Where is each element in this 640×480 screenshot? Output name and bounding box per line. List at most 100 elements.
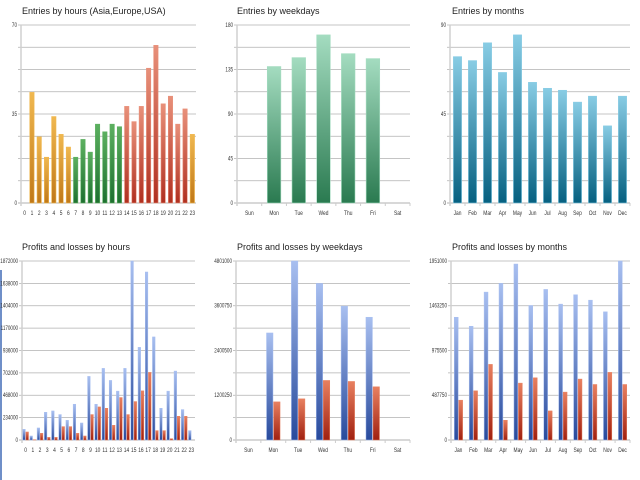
y-tick-label: 1404000 — [0, 303, 18, 310]
x-tick-label: Jun — [529, 447, 537, 454]
x-tick-label: Apr — [499, 447, 507, 454]
y-tick-label: 90 — [228, 111, 233, 118]
loss-bar-19 — [162, 430, 166, 441]
loss-bar-7 — [76, 433, 80, 441]
x-tick-label: 18 — [153, 447, 158, 454]
profit-bar-Apr — [498, 283, 504, 441]
x-tick-label: 11 — [102, 210, 107, 217]
bar-4 — [51, 116, 57, 204]
x-tick-label: 23 — [189, 447, 194, 454]
y-tick-label: 936000 — [3, 348, 18, 355]
y-tick-label: 0 — [443, 200, 446, 207]
loss-bar-Nov — [607, 372, 613, 441]
x-tick-label: Tue — [294, 447, 302, 454]
y-tick-label: 1638000 — [0, 281, 18, 288]
loss-bar-Wed — [323, 380, 331, 441]
bar-9 — [87, 151, 93, 204]
bar-22 — [182, 108, 188, 204]
profit-bar-13 — [116, 390, 120, 441]
x-tick-label: Mon — [269, 447, 278, 454]
x-tick-label: Sat — [394, 447, 402, 454]
loss-bar-20 — [169, 438, 173, 441]
x-tick-label: 2 — [39, 447, 42, 454]
x-tick-label: 5 — [60, 447, 63, 454]
loss-bar-Mon — [273, 401, 281, 441]
x-tick-label: 8 — [82, 210, 85, 217]
y-tick-label: 45 — [441, 111, 446, 118]
x-tick-label: Sat — [394, 210, 402, 217]
x-tick-label: 4 — [53, 447, 56, 454]
x-tick-label: 7 — [75, 447, 78, 454]
bar-Jul — [543, 87, 552, 204]
x-tick-label: Sep — [573, 447, 582, 454]
profit-bar-Wed — [315, 283, 323, 441]
profit-bar-4 — [51, 410, 55, 441]
loss-bar-13 — [119, 397, 123, 441]
x-tick-label: 12 — [109, 210, 114, 217]
bar-Dec — [618, 95, 627, 204]
profit-bar-Fri — [365, 316, 373, 441]
y-tick-label: 70 — [12, 22, 17, 29]
bar-Wed — [316, 34, 331, 204]
x-tick-label: 20 — [167, 447, 172, 454]
x-tick-label: 7 — [74, 210, 77, 217]
bar-20 — [167, 95, 173, 204]
bar-15 — [131, 121, 137, 204]
x-tick-label: Jan — [454, 210, 462, 217]
bar-Sep — [573, 101, 582, 204]
x-tick-label: Feb — [468, 210, 476, 217]
bar-7 — [73, 156, 79, 204]
bar-19 — [160, 103, 166, 204]
profit-bar-21 — [173, 370, 177, 441]
x-tick-label: Mar — [484, 447, 492, 454]
profit-bar-12 — [108, 380, 113, 441]
loss-bar-Jan — [458, 399, 463, 441]
y-tick-label: 1951000 — [429, 258, 447, 265]
bar-Tue — [291, 57, 306, 204]
loss-bar-15 — [133, 401, 137, 441]
y-tick-label: 180 — [225, 22, 233, 29]
profit-bar-8 — [80, 422, 84, 441]
bar-6 — [65, 146, 71, 204]
y-tick-label: 3600750 — [214, 303, 232, 310]
bar-Mar — [483, 42, 492, 204]
profit-bar-Sep — [573, 294, 578, 441]
profit-bar-Jun — [528, 305, 533, 441]
x-tick-label: Apr — [499, 210, 507, 217]
profit-bar-Jan — [454, 316, 459, 441]
profit-bar-23 — [188, 430, 192, 441]
y-tick-label: 1463250 — [429, 303, 447, 310]
x-tick-label: Jul — [544, 210, 550, 217]
loss-bar-6 — [68, 426, 72, 441]
chart-1: Entries by hours (Asia,Europe,USA)035700… — [12, 6, 196, 217]
loss-bar-4 — [54, 437, 58, 441]
profit-bar-9 — [87, 376, 91, 441]
loss-bar-14 — [126, 414, 130, 441]
x-tick-label: 9 — [89, 447, 92, 454]
x-tick-label: 11 — [102, 447, 107, 454]
y-tick-label: 1200250 — [214, 393, 232, 400]
bar-10 — [95, 123, 101, 204]
y-tick-label: 135 — [225, 67, 233, 74]
bar-Mon — [266, 66, 282, 204]
x-tick-label: 6 — [67, 447, 70, 454]
x-tick-label: 5 — [60, 210, 63, 217]
x-tick-label: Thu — [344, 210, 352, 217]
x-tick-label: Wed — [319, 210, 329, 217]
loss-bar-Aug — [562, 391, 568, 441]
chart-6: Profits and losses by months 0 487750 97550… — [429, 242, 631, 454]
loss-bar-Fri — [372, 386, 380, 441]
profit-bar-Aug — [558, 303, 563, 441]
bar-16 — [138, 106, 144, 204]
loss-bar-5 — [61, 426, 65, 441]
chart-title: Entries by months — [452, 6, 525, 16]
profit-bar-11 — [101, 368, 105, 441]
chart-title: Entries by weekdays — [237, 6, 320, 16]
profit-bar-1 — [29, 435, 33, 441]
profit-bar-Thu — [340, 305, 348, 441]
x-tick-label: 15 — [131, 447, 136, 454]
x-tick-label: 21 — [174, 447, 179, 454]
profit-bar-0 — [22, 429, 26, 441]
x-tick-label: 22 — [182, 210, 187, 217]
x-tick-label: May — [514, 447, 523, 454]
